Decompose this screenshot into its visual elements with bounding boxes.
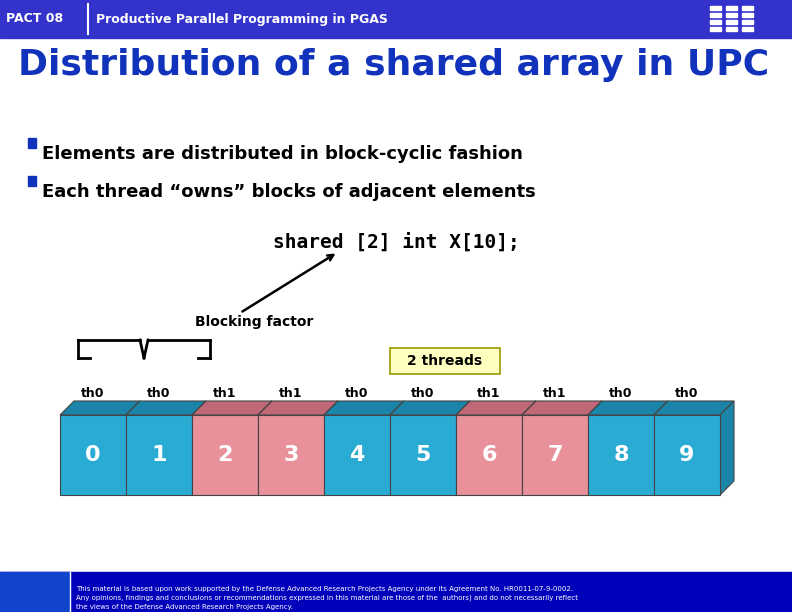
Text: 1: 1	[151, 445, 167, 465]
Polygon shape	[522, 401, 602, 415]
FancyBboxPatch shape	[390, 348, 500, 374]
Text: th0: th0	[82, 387, 105, 400]
Bar	[710, 6, 721, 10]
Text: shared [2] int X[10];: shared [2] int X[10];	[272, 232, 520, 252]
Bar	[60, 415, 126, 495]
Text: th1: th1	[543, 387, 567, 400]
Bar	[710, 13, 721, 17]
Bar	[258, 415, 324, 495]
Text: 3: 3	[284, 445, 299, 465]
Bar	[742, 13, 753, 17]
Text: th1: th1	[213, 387, 237, 400]
Text: th1: th1	[478, 387, 501, 400]
Polygon shape	[192, 401, 206, 495]
Text: 7: 7	[547, 445, 563, 465]
Polygon shape	[390, 401, 470, 415]
Polygon shape	[588, 401, 668, 415]
Text: Blocking factor: Blocking factor	[195, 315, 314, 329]
Text: Distribution of a shared array in UPC: Distribution of a shared array in UPC	[18, 48, 769, 82]
Text: th0: th0	[345, 387, 369, 400]
Polygon shape	[588, 401, 602, 495]
Bar	[28, 176, 36, 186]
Bar	[710, 20, 721, 24]
Bar	[726, 6, 737, 10]
Text: th0: th0	[676, 387, 699, 400]
Bar	[726, 20, 737, 24]
Bar	[390, 415, 456, 495]
Text: Productive Parallel Programming in PGAS: Productive Parallel Programming in PGAS	[96, 12, 388, 26]
Text: 4: 4	[349, 445, 364, 465]
Text: th0: th0	[609, 387, 633, 400]
Bar	[742, 27, 753, 31]
Bar	[0, 572, 70, 612]
Polygon shape	[456, 401, 536, 415]
Polygon shape	[126, 401, 140, 495]
Bar	[126, 415, 192, 495]
Bar	[742, 6, 753, 10]
Text: th1: th1	[280, 387, 303, 400]
Bar	[710, 27, 721, 31]
Bar	[522, 415, 588, 495]
Polygon shape	[60, 401, 140, 415]
Polygon shape	[324, 401, 338, 495]
Bar	[742, 20, 753, 24]
Polygon shape	[126, 401, 206, 415]
Polygon shape	[324, 401, 404, 415]
Bar	[654, 415, 720, 495]
Polygon shape	[258, 401, 338, 415]
Bar	[588, 415, 654, 495]
Polygon shape	[258, 401, 272, 495]
Bar	[192, 415, 258, 495]
Bar	[726, 27, 737, 31]
Polygon shape	[522, 401, 536, 495]
Text: PACT 08: PACT 08	[6, 12, 63, 26]
Polygon shape	[192, 401, 272, 415]
Polygon shape	[456, 401, 470, 495]
Polygon shape	[654, 401, 734, 415]
Bar	[456, 415, 522, 495]
Text: 0: 0	[86, 445, 101, 465]
Text: th0: th0	[411, 387, 435, 400]
Text: th0: th0	[147, 387, 171, 400]
Bar	[0, 572, 792, 612]
Text: This material is based upon work supported by the Defense Advanced Research Proj: This material is based upon work support…	[76, 586, 578, 610]
Text: 6: 6	[482, 445, 497, 465]
Bar	[0, 38, 792, 572]
Text: Elements are distributed in block-cyclic fashion: Elements are distributed in block-cyclic…	[42, 145, 523, 163]
Bar	[726, 13, 737, 17]
Bar	[324, 415, 390, 495]
Text: 5: 5	[415, 445, 431, 465]
Polygon shape	[390, 401, 404, 495]
Bar	[0, 0, 792, 38]
Text: 2: 2	[217, 445, 233, 465]
Text: 2 threads: 2 threads	[407, 354, 482, 368]
Text: Each thread “owns” blocks of adjacent elements: Each thread “owns” blocks of adjacent el…	[42, 183, 535, 201]
Polygon shape	[720, 401, 734, 495]
Text: 9: 9	[680, 445, 695, 465]
Polygon shape	[654, 401, 668, 495]
Bar	[28, 138, 36, 148]
Text: 8: 8	[613, 445, 629, 465]
